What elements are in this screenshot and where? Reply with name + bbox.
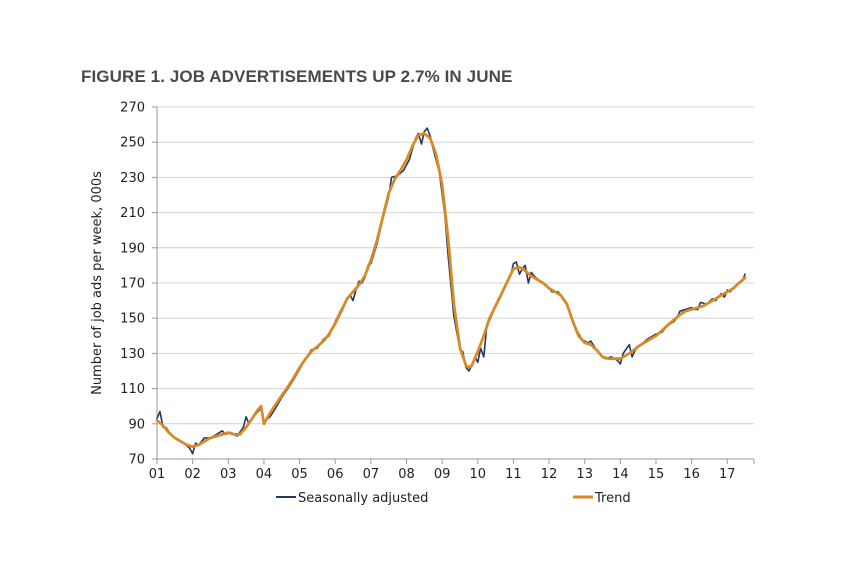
x-tick-label: 02 (184, 467, 201, 482)
y-tick-label: 90 (128, 417, 145, 432)
legend-label-seasonally-adjusted: Seasonally adjusted (298, 491, 428, 506)
y-tick-label: 270 (120, 101, 145, 116)
x-tick-label: 09 (434, 467, 451, 482)
x-tick-label: 07 (363, 467, 380, 482)
x-tick-label: 10 (470, 467, 487, 482)
x-tick-label: 15 (648, 467, 665, 482)
y-tick-label: 190 (120, 241, 145, 256)
x-tick-label: 05 (291, 467, 308, 482)
y-tick-labels: 70 90 110 130 150 170 190 210 230 250 270 (120, 101, 145, 468)
gridlines (157, 106, 754, 425)
y-tick-label: 130 (120, 347, 145, 362)
y-tick-label: 110 (120, 382, 145, 397)
y-axis-title: Number of job ads per week, 000s (90, 171, 105, 395)
y-tick-label: 170 (120, 277, 145, 292)
y-tick-label: 230 (120, 171, 145, 186)
x-tick-label: 12 (541, 467, 558, 482)
y-tick-label: 250 (120, 136, 145, 151)
x-tick-label: 06 (327, 467, 344, 482)
series-line-trend (155, 132, 747, 449)
y-tick-label: 70 (128, 453, 145, 468)
y-tick-label: 210 (120, 206, 145, 221)
chart-title: FIGURE 1. JOB ADVERTISEMENTS UP 2.7% IN … (81, 67, 513, 86)
x-tick-label: 11 (505, 467, 522, 482)
x-tick-label: 17 (719, 467, 736, 482)
x-tick-label: 13 (576, 467, 593, 482)
axes (152, 106, 755, 464)
x-tick-label: 08 (398, 467, 415, 482)
x-tick-label: 04 (256, 467, 273, 482)
series-lines (155, 127, 747, 455)
x-tick-label: 03 (220, 467, 237, 482)
x-tick-label: 01 (149, 467, 166, 482)
y-tick-label: 150 (120, 312, 145, 327)
legend: Seasonally adjusted Trend (276, 491, 631, 506)
x-tick-labels: 01 02 03 04 05 06 07 08 09 10 11 12 13 14 15 16 17 (149, 467, 736, 482)
x-tick-label: 16 (683, 467, 700, 482)
x-tick-label: 14 (612, 467, 629, 482)
legend-label-trend: Trend (594, 491, 631, 506)
